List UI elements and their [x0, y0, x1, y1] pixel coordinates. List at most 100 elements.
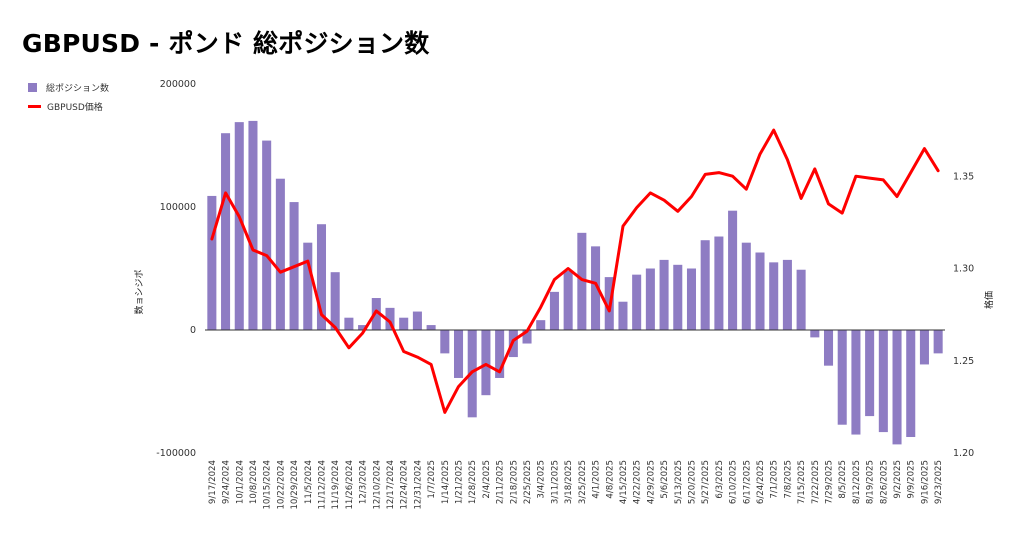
- x-tick-label: 1/28/2025: [468, 460, 478, 504]
- x-tick-label: 7/8/2025: [783, 460, 793, 499]
- x-tick-label: 2/18/2025: [509, 460, 519, 504]
- bar: [769, 262, 779, 330]
- y-right-tick-label: 1.20: [953, 448, 974, 459]
- bar: [563, 270, 573, 330]
- x-tick-label: 11/19/2024: [331, 460, 341, 510]
- bar: [933, 330, 943, 354]
- x-tick-label: 8/12/2025: [852, 460, 862, 504]
- x-tick-label: 10/22/2024: [276, 460, 286, 510]
- y-right-axis-label: 格価: [983, 291, 995, 309]
- x-tick-label: 5/27/2025: [701, 460, 711, 504]
- x-tick-label: 10/15/2024: [263, 460, 273, 510]
- x-tick-label: 5/20/2025: [688, 460, 698, 504]
- chart-title: GBPUSD - ポンド 総ポジション数: [22, 29, 430, 58]
- x-tick-label: 12/24/2024: [400, 460, 410, 510]
- bar: [714, 236, 724, 330]
- bar: [837, 330, 847, 425]
- x-tick-label: 10/8/2024: [249, 460, 259, 504]
- bar: [371, 298, 381, 330]
- x-tick-label: 10/1/2024: [235, 460, 245, 504]
- x-tick-label: 6/24/2025: [756, 460, 766, 504]
- bar: [385, 307, 395, 330]
- x-tick-label: 8/19/2025: [866, 460, 876, 504]
- bar: [262, 140, 272, 330]
- bar: [892, 330, 902, 445]
- x-tick-label: 4/1/2025: [592, 460, 602, 499]
- bar: [344, 317, 354, 330]
- x-tick-label: 6/10/2025: [729, 460, 739, 504]
- x-tick-label: 11/26/2024: [345, 460, 355, 510]
- x-tick-label: 7/29/2025: [825, 460, 835, 504]
- bar: [645, 268, 655, 330]
- x-tick-label: 4/22/2025: [633, 460, 643, 504]
- bar: [659, 259, 669, 330]
- x-tick-label: 7/22/2025: [811, 460, 821, 504]
- price-line: [210, 128, 940, 414]
- bar: [700, 240, 710, 330]
- bar: [823, 330, 834, 366]
- x-tick-label: 9/24/2024: [222, 460, 232, 504]
- x-tick-label: 4/15/2025: [619, 460, 629, 504]
- legend-label-price: GBPUSD価格: [47, 103, 103, 113]
- bar: [522, 330, 532, 344]
- x-tick-label: 12/31/2024: [413, 460, 423, 510]
- x-tick-label: 1/7/2025: [427, 460, 437, 499]
- bar: [673, 264, 683, 330]
- legend-label-positions: 総ポジション数: [46, 84, 110, 94]
- bar: [728, 210, 738, 330]
- bar: [591, 246, 601, 330]
- y-left-tick-label: 200000: [160, 79, 196, 90]
- x-tick-label: 9/9/2025: [907, 460, 917, 499]
- bar: [495, 330, 505, 378]
- x-tick-label: 3/25/2025: [578, 460, 588, 504]
- legend-swatch-line: [28, 105, 41, 108]
- bar: [221, 133, 231, 330]
- bar: [865, 330, 875, 417]
- bar: [303, 242, 313, 330]
- y-right-tick-label: 1.25: [953, 356, 974, 367]
- bar: [810, 330, 820, 338]
- x-tick-label: 3/4/2025: [537, 460, 547, 499]
- bar: [481, 330, 491, 396]
- bar: [426, 325, 436, 330]
- bar: [577, 232, 587, 330]
- x-tick-label: 9/2/2025: [893, 460, 903, 499]
- legend-item-price: GBPUSD価格: [28, 97, 109, 116]
- bar: [549, 291, 559, 330]
- bar: [358, 325, 368, 330]
- y-left-axis-label: 数ョシジポ: [133, 269, 145, 314]
- x-tick-label: 5/13/2025: [674, 460, 684, 504]
- bar: [207, 195, 217, 330]
- bar: [632, 274, 642, 330]
- y-left-tick-label: 100000: [160, 202, 196, 213]
- legend-swatch-bar: [28, 83, 37, 92]
- bar: [906, 330, 916, 438]
- bar: [536, 320, 546, 330]
- x-tick-label: 9/17/2024: [208, 460, 218, 504]
- x-tick-label: 2/4/2025: [482, 460, 492, 499]
- x-tick-label: 1/14/2025: [441, 460, 451, 504]
- x-tick-label: 11/5/2024: [304, 460, 314, 504]
- x-tick-label: 3/11/2025: [550, 460, 560, 504]
- bar: [330, 272, 340, 330]
- x-tick-label: 2/25/2025: [523, 460, 533, 504]
- x-tick-label: 7/15/2025: [797, 460, 807, 504]
- legend: 総ポジション数 GBPUSD価格: [28, 78, 109, 116]
- bar: [234, 122, 244, 330]
- bar: [741, 242, 751, 330]
- bar: [796, 269, 806, 330]
- x-tick-label: 1/21/2025: [455, 460, 465, 504]
- y-left-tick-label: 0: [190, 325, 196, 336]
- bar: [399, 317, 409, 330]
- y-left-tick-label: -100000: [156, 448, 196, 459]
- bar: [618, 301, 628, 330]
- x-tick-label: 5/6/2025: [660, 460, 670, 499]
- x-tick-label: 6/3/2025: [715, 460, 725, 499]
- bar: [782, 259, 792, 330]
- x-tick-label: 2/11/2025: [496, 460, 506, 504]
- x-tick-label: 12/3/2024: [359, 460, 369, 504]
- x-tick-label: 11/12/2024: [318, 460, 328, 510]
- bar: [851, 330, 861, 435]
- x-tick-label: 7/1/2025: [770, 460, 780, 499]
